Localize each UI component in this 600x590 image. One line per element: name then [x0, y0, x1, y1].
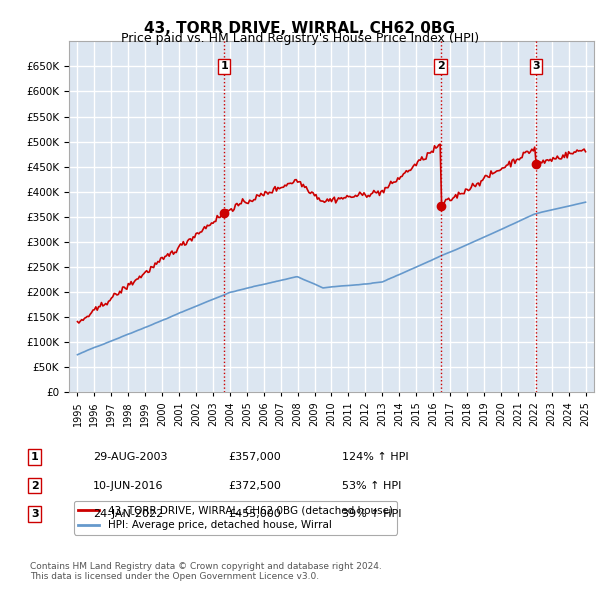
Text: Contains HM Land Registry data © Crown copyright and database right 2024.
This d: Contains HM Land Registry data © Crown c… [30, 562, 382, 581]
Text: Price paid vs. HM Land Registry's House Price Index (HPI): Price paid vs. HM Land Registry's House … [121, 32, 479, 45]
Legend: 43, TORR DRIVE, WIRRAL, CH62 0BG (detached house), HPI: Average price, detached : 43, TORR DRIVE, WIRRAL, CH62 0BG (detach… [74, 501, 397, 535]
Text: 3: 3 [532, 61, 540, 71]
Text: 3: 3 [31, 509, 38, 519]
Text: 2: 2 [31, 481, 38, 490]
Text: £357,000: £357,000 [228, 453, 281, 462]
Text: 1: 1 [31, 453, 38, 462]
Text: 124% ↑ HPI: 124% ↑ HPI [342, 453, 409, 462]
Text: 2: 2 [437, 61, 445, 71]
Text: 24-JAN-2022: 24-JAN-2022 [93, 509, 163, 519]
Text: 53% ↑ HPI: 53% ↑ HPI [342, 481, 401, 490]
Text: 39% ↑ HPI: 39% ↑ HPI [342, 509, 401, 519]
Text: 43, TORR DRIVE, WIRRAL, CH62 0BG: 43, TORR DRIVE, WIRRAL, CH62 0BG [145, 21, 455, 35]
Text: £372,500: £372,500 [228, 481, 281, 490]
Text: 10-JUN-2016: 10-JUN-2016 [93, 481, 163, 490]
Text: £455,000: £455,000 [228, 509, 281, 519]
Text: 1: 1 [220, 61, 228, 71]
Text: 29-AUG-2003: 29-AUG-2003 [93, 453, 167, 462]
